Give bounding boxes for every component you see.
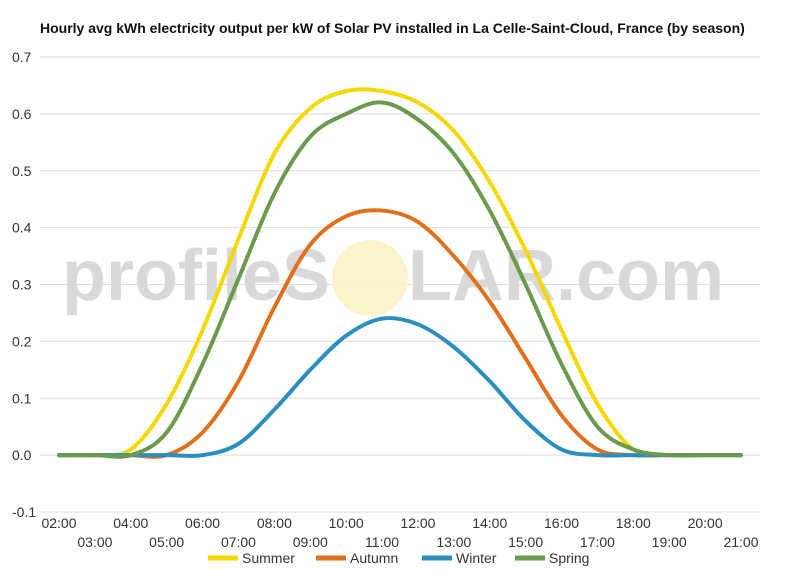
- y-axis: -0.1 0.0 0.1 0.2 0.3 0.4 0.5 0.6 0.7: [12, 49, 36, 520]
- x-tick-label: 12:00: [400, 515, 435, 531]
- x-tick-label: 07:00: [221, 534, 256, 550]
- x-tick-label: 05:00: [149, 534, 184, 550]
- series-line-spring: [57, 100, 743, 459]
- legend-label-autumn: Autumn: [350, 550, 398, 566]
- y-tick-label: 0.2: [12, 333, 32, 349]
- y-tick-label: 0.0: [12, 447, 32, 463]
- legend-label-spring: Spring: [549, 550, 589, 566]
- y-tick-label: 0.6: [12, 106, 32, 122]
- y-tick-label: 0.7: [12, 49, 32, 65]
- legend-label-summer: Summer: [242, 550, 295, 566]
- watermark-left: profileS: [62, 236, 330, 316]
- chart-title: Hourly avg kWh electricity output per kW…: [40, 20, 745, 36]
- legend: Summer Autumn Winter Spring: [208, 550, 589, 566]
- x-tick-label: 02:00: [41, 515, 76, 531]
- x-tick-label: 13:00: [436, 534, 471, 550]
- watermark: profileS LAR.com: [62, 236, 724, 316]
- y-tick-label: 0.4: [12, 220, 32, 236]
- x-tick-label: 06:00: [185, 515, 220, 531]
- x-tick-label: 20:00: [688, 515, 723, 531]
- series-lines: [57, 87, 743, 459]
- y-tick-label: 0.1: [12, 390, 32, 406]
- y-tick-label: -0.1: [12, 504, 36, 520]
- watermark-sun-logo: [332, 240, 408, 316]
- x-tick-label: 17:00: [580, 534, 615, 550]
- x-tick-label: 19:00: [652, 534, 687, 550]
- series-line-winter: [57, 316, 743, 458]
- watermark-right: LAR.com: [408, 236, 724, 316]
- legend-label-winter: Winter: [456, 550, 497, 566]
- x-tick-label: 15:00: [508, 534, 543, 550]
- x-tick-label: 09:00: [293, 534, 328, 550]
- y-tick-label: 0.3: [12, 277, 32, 293]
- x-tick-label: 08:00: [257, 515, 292, 531]
- series-line-summer: [57, 87, 743, 458]
- x-tick-label: 04:00: [113, 515, 148, 531]
- x-tick-label: 11:00: [365, 534, 399, 550]
- x-axis: 02:0003:0004:0005:0006:0007:0008:0009:00…: [41, 515, 758, 550]
- x-tick-label: 10:00: [329, 515, 364, 531]
- x-tick-label: 16:00: [544, 515, 579, 531]
- x-tick-label: 03:00: [77, 534, 112, 550]
- x-tick-label: 14:00: [472, 515, 507, 531]
- x-tick-label: 18:00: [616, 515, 651, 531]
- y-tick-label: 0.5: [12, 163, 32, 179]
- x-tick-label: 21:00: [723, 534, 758, 550]
